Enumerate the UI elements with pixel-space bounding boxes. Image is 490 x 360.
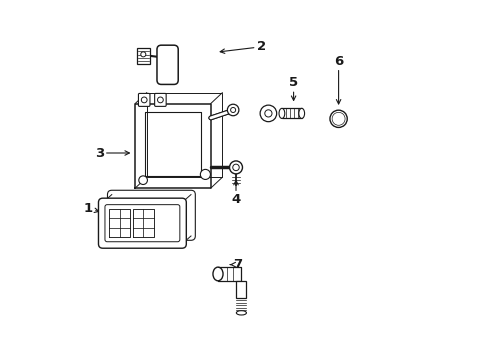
Circle shape	[332, 112, 345, 125]
Text: 6: 6	[334, 55, 343, 104]
Circle shape	[231, 108, 236, 113]
Circle shape	[229, 161, 243, 174]
FancyBboxPatch shape	[107, 190, 196, 240]
Circle shape	[141, 97, 147, 103]
Circle shape	[139, 176, 147, 184]
Text: 3: 3	[95, 147, 129, 159]
Bar	[137, 48, 149, 64]
FancyBboxPatch shape	[157, 45, 178, 85]
Circle shape	[227, 104, 239, 116]
Ellipse shape	[299, 108, 305, 118]
Ellipse shape	[279, 108, 285, 118]
Bar	[147, 93, 222, 177]
Text: 4: 4	[231, 180, 241, 206]
Circle shape	[260, 105, 277, 122]
Bar	[236, 281, 246, 298]
Circle shape	[141, 52, 146, 57]
Text: 7: 7	[230, 258, 243, 271]
Ellipse shape	[213, 267, 223, 281]
FancyBboxPatch shape	[139, 94, 150, 107]
Bar	[282, 108, 302, 118]
FancyBboxPatch shape	[98, 198, 186, 248]
Circle shape	[335, 115, 343, 123]
FancyBboxPatch shape	[105, 204, 180, 242]
Circle shape	[265, 110, 272, 117]
Circle shape	[200, 170, 210, 180]
Circle shape	[157, 97, 163, 103]
FancyBboxPatch shape	[155, 94, 166, 107]
Ellipse shape	[236, 311, 246, 315]
Circle shape	[330, 110, 347, 127]
Text: 5: 5	[289, 76, 298, 100]
Bar	[218, 267, 242, 281]
Text: 1: 1	[84, 202, 99, 215]
Circle shape	[233, 164, 239, 171]
Text: 2: 2	[220, 40, 266, 53]
